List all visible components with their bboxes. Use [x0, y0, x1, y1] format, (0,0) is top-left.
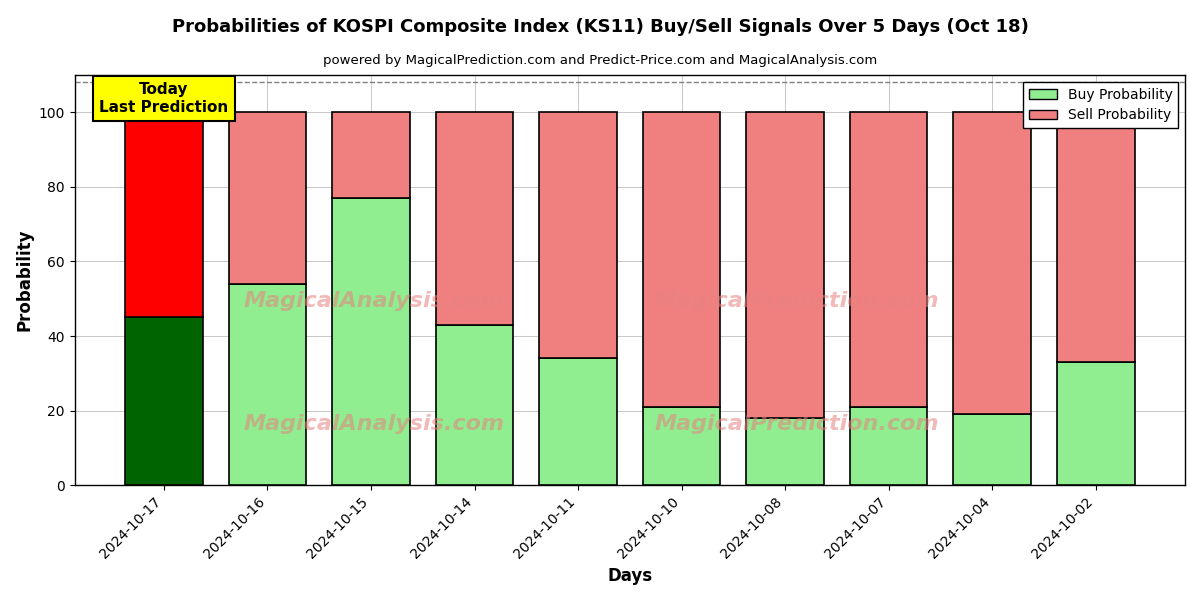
Text: Probabilities of KOSPI Composite Index (KS11) Buy/Sell Signals Over 5 Days (Oct : Probabilities of KOSPI Composite Index (… — [172, 18, 1028, 36]
Text: MagicalPrediction.com: MagicalPrediction.com — [654, 290, 938, 311]
Bar — [1057, 112, 1134, 362]
Bar — [746, 418, 824, 485]
Text: powered by MagicalPrediction.com and Predict-Price.com and MagicalAnalysis.com: powered by MagicalPrediction.com and Pre… — [323, 54, 877, 67]
Bar — [436, 325, 514, 485]
Bar — [850, 112, 928, 407]
Text: MagicalAnalysis.com: MagicalAnalysis.com — [244, 290, 505, 311]
Legend: Buy Probability, Sell Probability: Buy Probability, Sell Probability — [1024, 82, 1178, 128]
Bar — [1057, 362, 1134, 485]
Bar — [332, 112, 410, 198]
Y-axis label: Probability: Probability — [16, 229, 34, 331]
Bar — [539, 112, 617, 358]
Bar — [953, 415, 1031, 485]
Bar — [746, 112, 824, 418]
Bar — [125, 317, 203, 485]
X-axis label: Days: Days — [607, 567, 653, 585]
Bar — [125, 112, 203, 317]
Bar — [850, 407, 928, 485]
Text: Today
Last Prediction: Today Last Prediction — [100, 82, 228, 115]
Bar — [643, 407, 720, 485]
Text: MagicalPrediction.com: MagicalPrediction.com — [654, 413, 938, 434]
Bar — [539, 358, 617, 485]
Bar — [229, 284, 306, 485]
Bar — [332, 198, 410, 485]
Bar — [953, 112, 1031, 415]
Bar — [436, 112, 514, 325]
Bar — [643, 112, 720, 407]
Bar — [229, 112, 306, 284]
Text: MagicalAnalysis.com: MagicalAnalysis.com — [244, 413, 505, 434]
